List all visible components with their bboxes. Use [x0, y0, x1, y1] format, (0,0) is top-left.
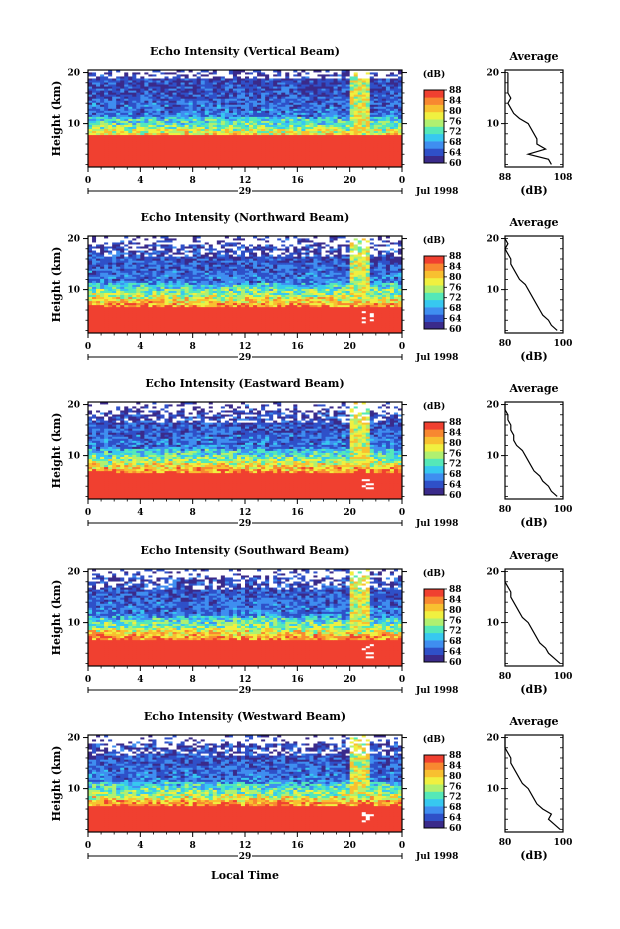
y-tick-label: 10 [67, 120, 80, 130]
date-label: 29 [239, 187, 252, 197]
colorbar-swatch [424, 148, 444, 156]
colorbar-tick-label: 80 [449, 107, 462, 117]
avg-x-tick-label: 108 [554, 173, 573, 183]
y-tick-label: 20 [67, 69, 80, 79]
colorbar-swatch [424, 156, 444, 164]
colorbar-tick-label: 88 [449, 86, 462, 96]
colorbar-tick-label: 64 [449, 149, 462, 159]
x-tick-label: 0 [85, 176, 91, 186]
avg-profile-line [508, 73, 552, 165]
avg-x-label: (dB) [520, 184, 547, 197]
avg-x-tick-label: 88 [499, 173, 512, 183]
colorbar-swatch [424, 105, 444, 113]
panel-title: Echo Intensity (Northward Beam) [141, 211, 350, 224]
colorbar-swatch [424, 119, 444, 127]
avg-y-tick-label: 10 [486, 120, 499, 130]
colorbar-swatch [424, 97, 444, 105]
colorbar-tick-label: 76 [449, 117, 462, 127]
heatmap [88, 236, 402, 333]
x-tick-label: 12 [239, 176, 252, 186]
x-tick-label: 8 [190, 176, 196, 186]
panel-title: Echo Intensity (Vertical Beam) [150, 45, 340, 58]
x-tick-label: 16 [291, 176, 304, 186]
colorbar-tick-label: 60 [449, 159, 462, 169]
colorbar-tick-label: 84 [449, 96, 462, 106]
x-tick-label: 0 [399, 176, 405, 186]
colorbar-swatch [424, 90, 444, 98]
x-tick-label: 4 [137, 176, 143, 186]
colorbar-swatch [424, 127, 444, 135]
avg-title: Average [508, 50, 558, 63]
avg-y-tick-label: 20 [486, 69, 499, 79]
y-axis-label: Height (km) [50, 81, 63, 157]
colorbar-swatch [424, 112, 444, 120]
colorbar-tick-label: 72 [449, 128, 462, 138]
heatmap [88, 70, 402, 167]
month-label: Jul 1998 [415, 187, 458, 197]
colorbar-swatch [424, 141, 444, 149]
colorbar-title: (dB) [423, 69, 445, 80]
x-tick-label: 20 [343, 176, 356, 186]
colorbar-tick-label: 68 [449, 138, 462, 148]
colorbar-swatch [424, 134, 444, 142]
